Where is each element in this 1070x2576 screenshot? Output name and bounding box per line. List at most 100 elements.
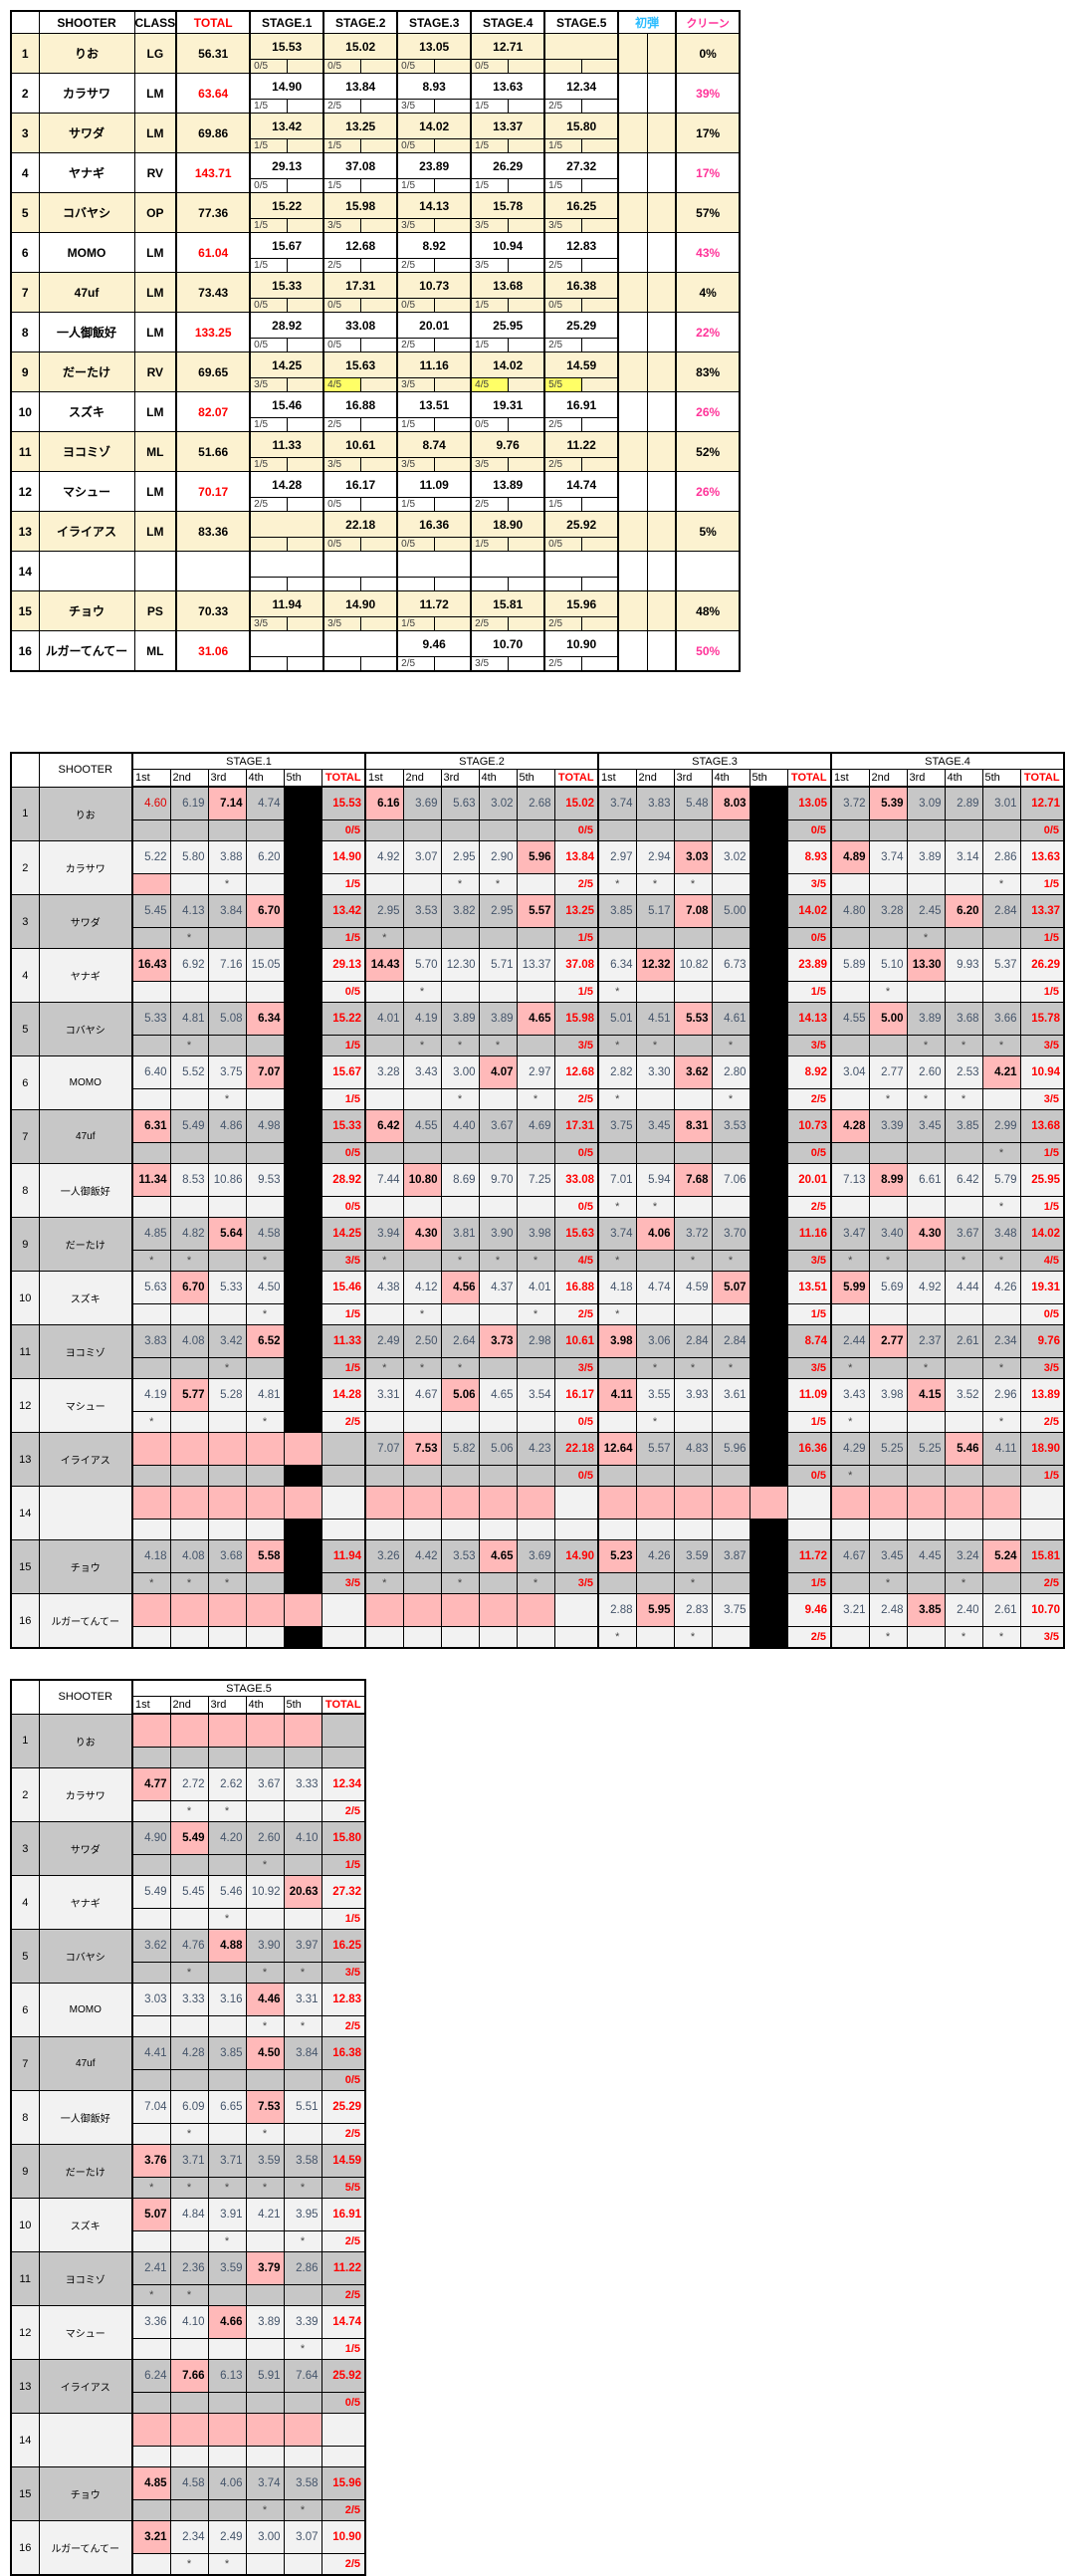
stage-frac-cell: 0/5 — [553, 1411, 599, 1433]
first-shot-header: 初弾 — [617, 10, 677, 34]
hit-mark-cell — [402, 1196, 442, 1218]
stage-score-cell: 19.31 — [470, 391, 545, 418]
first-shot-cell — [646, 113, 677, 153]
hit-mark-cell: * — [597, 1035, 637, 1056]
shooter-name-cell: コバヤシ — [38, 1002, 133, 1056]
shot-time-cell: 5.64 — [207, 1217, 247, 1251]
stage-frac-spacer — [580, 298, 619, 313]
first-shot-cell — [646, 630, 677, 672]
shot-header: 1st — [830, 769, 870, 788]
hit-mark-cell — [944, 981, 983, 1003]
unused-shot-cell — [749, 1055, 788, 1089]
hit-mark-cell: * — [906, 927, 946, 949]
rank-cell: 4 — [10, 948, 40, 1003]
hit-mark-cell — [131, 1357, 171, 1379]
shot-time-cell: 6.34 — [597, 948, 637, 982]
shot-time-cell: 5.10 — [868, 948, 908, 982]
hit-mark-cell: * — [830, 1411, 870, 1433]
shooter-frac-row: 1/5 3/5 3/5 3/5 2/5 — [11, 457, 740, 472]
shot-time-cell: 4.65 — [516, 1002, 555, 1036]
shot-time-cell — [245, 1593, 285, 1627]
stage-frac-cell: 0/5 — [321, 2392, 366, 2414]
stage-score-cell: 14.28 — [249, 471, 324, 498]
shooter-mark-row: 0/5 * 1/5 * 1/5 * 1/5 — [11, 981, 1065, 1003]
rank-cell: 10 — [10, 2198, 40, 2252]
hit-mark-cell: * — [981, 1357, 1021, 1379]
shot-time-cell: 3.72 — [673, 1217, 713, 1251]
shooter-name-cell: カラサワ — [38, 1767, 133, 1822]
shot-time-cell: 5.49 — [131, 1875, 171, 1909]
stage-score-cell — [543, 33, 619, 60]
shooter-row: 9 だーたけ 3.76 3.71 3.71 3.59 3.58 14.59 — [10, 2144, 366, 2199]
shot-time-cell: 4.85 — [131, 2466, 171, 2500]
hit-mark-cell — [169, 2015, 209, 2037]
shooter-mark-row: 0/5 0/5 0/5 * 1/5 — [11, 1142, 1065, 1164]
shot-time-cell: 8.31 — [673, 1109, 713, 1143]
shot-time-cell: 3.61 — [711, 1378, 750, 1412]
shot-time-cell: 2.95 — [478, 894, 518, 928]
shooter-row: 7 47uf LM 73.43 15.33 17.31 10.73 13.68 16.38 4% — [10, 272, 741, 313]
hit-mark-cell — [597, 1572, 637, 1594]
hit-mark-cell — [981, 820, 1021, 841]
stage-frac-cell: 1/5 — [1019, 927, 1065, 949]
hit-mark-cell — [245, 2446, 285, 2467]
unused-shot-cell — [749, 873, 788, 895]
hit-mark-cell: * — [981, 1142, 1021, 1164]
stage-header: STAGE.2 — [322, 10, 398, 34]
first-shot-cell — [646, 312, 677, 352]
unused-shot-cell — [749, 1324, 788, 1358]
shot-time-cell: 4.46 — [245, 1983, 285, 2016]
unused-shot-cell — [749, 1357, 788, 1379]
stage-score-cell: 14.90 — [249, 73, 324, 100]
shot-time-cell: 5.57 — [635, 1432, 675, 1466]
shot-time-cell: 2.80 — [711, 1055, 750, 1089]
shooter-frac-row: 1/5 2/5 2/5 3/5 2/5 — [11, 258, 740, 273]
stage-total-cell: 14.25 — [321, 1217, 366, 1251]
hit-mark-cell: * — [906, 1088, 946, 1110]
shot-header: 2nd — [402, 769, 442, 788]
shooter-row: 15 チョウ PS 70.33 11.94 14.90 11.72 15.81 15.96 48% — [10, 590, 741, 631]
stage-score-cell: 15.78 — [470, 192, 545, 219]
shooter-frac-row: 0/5 0/5 2/5 1/5 2/5 — [11, 338, 740, 352]
match-total-cell: 82.07 — [175, 391, 251, 432]
stage-frac-cell: 3/5 — [553, 1572, 599, 1594]
hit-mark-cell — [673, 1303, 713, 1325]
stage-frac-cell: 2/5 — [396, 338, 435, 352]
stage-score-cell: 15.63 — [322, 351, 398, 378]
shot-header: 1st — [597, 769, 637, 788]
shot-time-cell: 12.30 — [440, 948, 480, 982]
hit-mark-cell — [283, 2284, 322, 2306]
stage-frac-spacer — [359, 417, 398, 432]
shot-time-cell: 3.97 — [283, 1929, 322, 1963]
shot-time-cell: 5.48 — [673, 786, 713, 820]
hit-mark-cell: * — [402, 1357, 442, 1379]
shot-time-cell: 2.41 — [131, 2251, 171, 2285]
shooter-mark-row: 0/5 — [11, 2069, 366, 2091]
rank-cell: 4 — [10, 1875, 40, 1930]
stage-total-cell: 19.31 — [1019, 1271, 1065, 1304]
class-cell: LM — [133, 73, 177, 114]
stage-frac-spacer — [507, 258, 545, 273]
hit-mark-cell — [245, 927, 285, 949]
hit-mark-cell — [245, 2338, 285, 2360]
shot-time-cell: 3.21 — [830, 1593, 870, 1627]
shooter-name-cell: ヨコミゾ — [38, 2251, 133, 2306]
hit-mark-cell: * — [169, 2284, 209, 2306]
stage-frac-spacer — [433, 537, 472, 552]
stage-frac-spacer — [580, 497, 619, 512]
stage-header: STAGE.3 — [396, 10, 472, 34]
shot-time-cell: 5.63 — [440, 786, 480, 820]
stage-frac-cell: 0/5 — [396, 298, 435, 313]
stage-frac-cell: 2/5 — [553, 1088, 599, 1110]
shooter-row: 3 サワダ LM 69.86 13.42 13.25 14.02 13.37 15.80 17% — [10, 113, 741, 153]
hit-mark-cell: * — [245, 1854, 285, 1876]
shooter-name-cell: りお — [38, 33, 135, 74]
hit-mark-cell — [207, 1142, 247, 1164]
stage-score-cell: 15.53 — [249, 33, 324, 60]
stage-frac-spacer — [580, 537, 619, 552]
stage-total-cell: 15.96 — [321, 2466, 366, 2500]
first-shot-cell — [617, 511, 648, 552]
stage-total-cell: 16.25 — [321, 1929, 366, 1963]
rank-cell: 3 — [10, 113, 40, 153]
shot-time-cell: 3.72 — [830, 786, 870, 820]
